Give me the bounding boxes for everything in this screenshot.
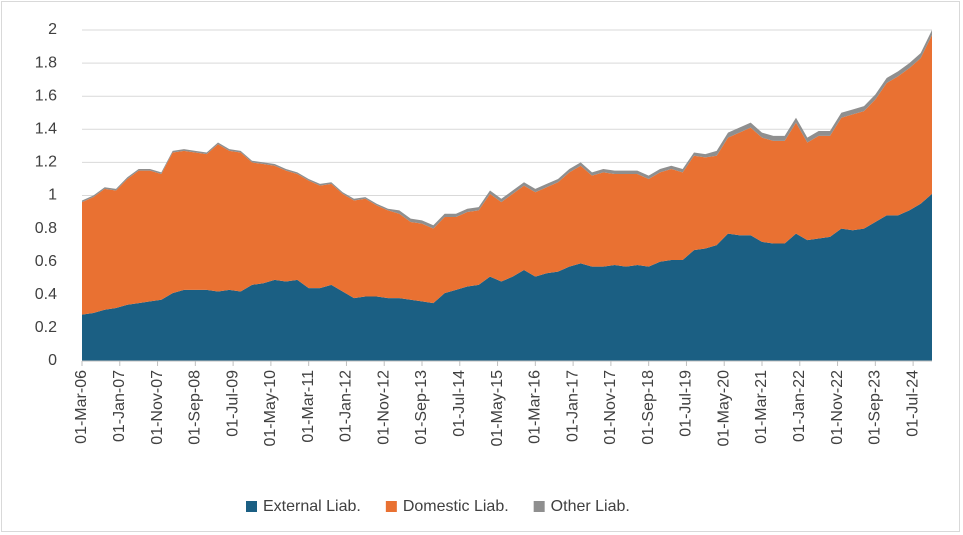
- y-tick-label: 1.2: [35, 154, 57, 171]
- x-tick-label: 01-Sep-23: [867, 370, 884, 445]
- x-tick-label: 01-May-10: [262, 370, 279, 447]
- y-tick-label: 0.6: [35, 253, 57, 270]
- y-tick-label: 0.2: [35, 319, 57, 336]
- area: [82, 193, 932, 361]
- x-tick-label: 01-May-20: [715, 370, 732, 447]
- x-tick-label: 01-Jul-24: [904, 370, 921, 437]
- x-tick-label: 01-May-15: [489, 370, 506, 447]
- legend-swatch: [533, 501, 545, 512]
- x-tick-label: 01-Mar-11: [300, 370, 317, 443]
- x-tick-label: 01-Sep-13: [413, 370, 430, 445]
- legend-label: External Liab.: [263, 498, 361, 515]
- legend-label: Domestic Liab.: [403, 498, 509, 515]
- x-tick-label: 01-Mar-21: [753, 370, 770, 444]
- y-tick-label: 0: [48, 352, 57, 369]
- x-tick-label: 01-Mar-06: [73, 370, 90, 444]
- x-tick-label: 01-Mar-16: [527, 370, 544, 444]
- legend-label: Other Liab.: [551, 498, 630, 515]
- x-tick-label: 01-Jan-12: [338, 370, 355, 442]
- y-tick-label: 0.4: [35, 286, 57, 303]
- x-tick-label: 01-Sep-18: [640, 370, 657, 445]
- x-tick-label: 01-Jan-07: [111, 370, 128, 442]
- x-tick-label: 01-Jan-22: [791, 370, 808, 442]
- y-tick-label: 1.8: [35, 54, 57, 71]
- y-tick-label: 1.6: [35, 87, 57, 104]
- x-tick-label: 01-Jan-17: [564, 370, 581, 442]
- legend-swatch: [385, 501, 397, 512]
- y-tick-label: 2: [48, 21, 57, 38]
- x-tick-label: 01-Nov-17: [602, 370, 619, 445]
- x-tick-label: 01-Nov-12: [375, 370, 392, 445]
- x-tick-label: 01-Jul-14: [451, 370, 468, 437]
- x-tick-label: 01-Jul-19: [678, 370, 695, 437]
- y-tick-label: 1: [48, 187, 57, 204]
- x-tick-label: 01-Sep-08: [187, 370, 204, 445]
- x-tick-label: 01-Nov-22: [829, 370, 846, 445]
- y-tick-label: 0.8: [35, 220, 57, 237]
- legend-swatch: [246, 501, 257, 512]
- y-tick-label: 1.4: [35, 121, 57, 138]
- x-tick-label: 01-Jul-09: [224, 370, 241, 437]
- area: [82, 34, 932, 315]
- x-tick-label: 01-Nov-07: [149, 370, 166, 445]
